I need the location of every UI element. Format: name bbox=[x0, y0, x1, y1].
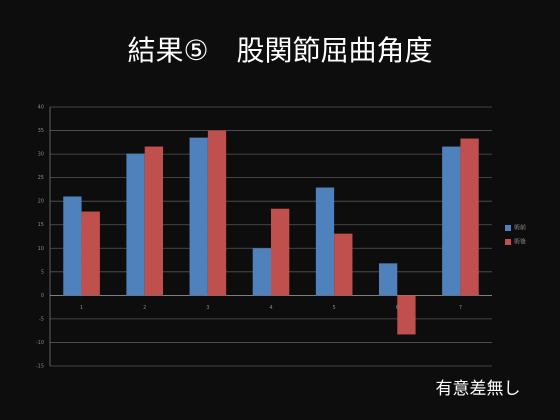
x-tick-label: 6 bbox=[396, 305, 399, 311]
bar bbox=[144, 146, 164, 296]
legend-label: 術前 bbox=[514, 224, 526, 232]
x-tick-label: 4 bbox=[269, 305, 272, 311]
y-tick-label: 25 bbox=[38, 175, 44, 181]
legend-swatch bbox=[505, 225, 511, 231]
annotation: 有意差無し bbox=[436, 379, 521, 399]
legend-swatch bbox=[505, 239, 511, 245]
y-tick-label: 15 bbox=[38, 222, 44, 228]
bar bbox=[63, 196, 82, 296]
bar bbox=[397, 295, 416, 335]
bar bbox=[315, 187, 335, 296]
bar bbox=[271, 208, 290, 296]
y-tick-label: -10 bbox=[36, 340, 44, 346]
y-tick-label: 40 bbox=[38, 105, 44, 111]
x-tick-label: 3 bbox=[206, 305, 209, 311]
bar bbox=[252, 248, 271, 296]
bar bbox=[81, 211, 100, 296]
slide-title: 結果⑤ 股関節屈曲角度 bbox=[127, 34, 432, 67]
y-tick-label: -5 bbox=[39, 316, 44, 322]
y-tick-label: 30 bbox=[38, 152, 44, 158]
y-tick-label: 5 bbox=[41, 269, 44, 275]
y-tick-label: 0 bbox=[41, 293, 44, 299]
bar bbox=[460, 138, 479, 296]
bar bbox=[126, 153, 145, 296]
bar bbox=[378, 263, 398, 296]
y-tick-label: -15 bbox=[36, 364, 44, 370]
y-tick-label: 20 bbox=[38, 199, 44, 205]
bar bbox=[189, 137, 208, 296]
bar bbox=[207, 130, 227, 296]
y-tick-label: 35 bbox=[38, 128, 44, 134]
x-tick-label: 7 bbox=[459, 305, 462, 311]
x-tick-label: 5 bbox=[333, 305, 336, 311]
x-tick-label: 2 bbox=[143, 305, 146, 311]
legend-label: 術後 bbox=[514, 238, 526, 246]
bar bbox=[334, 233, 353, 296]
bar bbox=[442, 146, 461, 296]
y-tick-label: 10 bbox=[38, 246, 44, 252]
x-tick-label: 1 bbox=[80, 305, 83, 311]
